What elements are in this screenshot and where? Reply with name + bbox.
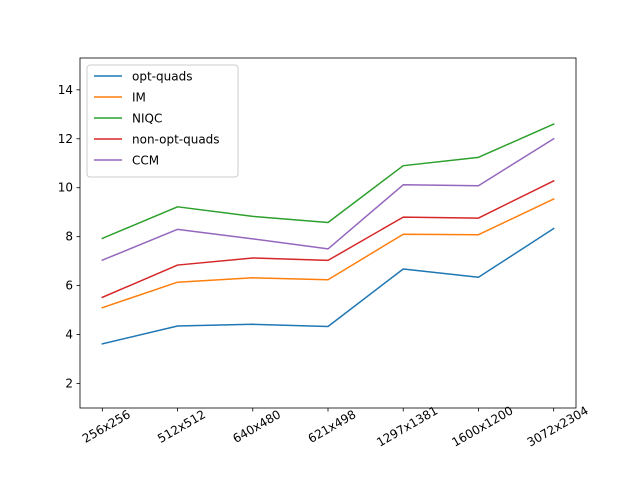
x-tick-label: 1297x1381 xyxy=(374,403,440,449)
y-tick-label: 14 xyxy=(58,83,73,97)
y-tick-label: 2 xyxy=(65,377,73,391)
y-tick-label: 10 xyxy=(58,181,73,195)
x-tick-label: 1600x1200 xyxy=(449,403,515,449)
series-line-IM xyxy=(101,197,555,309)
series-line-CCM xyxy=(101,137,555,262)
x-tick-label: 256x256 xyxy=(80,407,133,446)
legend-label-opt-quads: opt-quads xyxy=(132,70,192,84)
x-tick-label: 621x498 xyxy=(306,407,359,446)
plot-area xyxy=(101,123,555,345)
series-line-opt-quads xyxy=(101,227,555,345)
y-tick-label: 12 xyxy=(58,132,73,146)
series-line-non-opt-quads xyxy=(101,179,555,299)
x-tick-label: 3072x2304 xyxy=(525,403,591,449)
y-tick-label: 8 xyxy=(65,230,73,244)
legend-label-IM: IM xyxy=(132,91,146,105)
series-line-NIQC xyxy=(101,123,555,240)
legend-label-NIQC: NIQC xyxy=(132,112,162,126)
y-tick-label: 6 xyxy=(65,279,73,293)
legend: opt-quads IM NIQC non-opt-quads CCM xyxy=(86,64,239,178)
x-tick-label: 640x480 xyxy=(230,407,283,446)
legend-box xyxy=(86,64,239,178)
x-tick-label: 512x512 xyxy=(155,407,208,446)
legend-label-non-opt-quads: non-opt-quads xyxy=(132,133,220,147)
y-tick-label: 4 xyxy=(65,328,73,342)
legend-label-CCM: CCM xyxy=(132,154,159,168)
